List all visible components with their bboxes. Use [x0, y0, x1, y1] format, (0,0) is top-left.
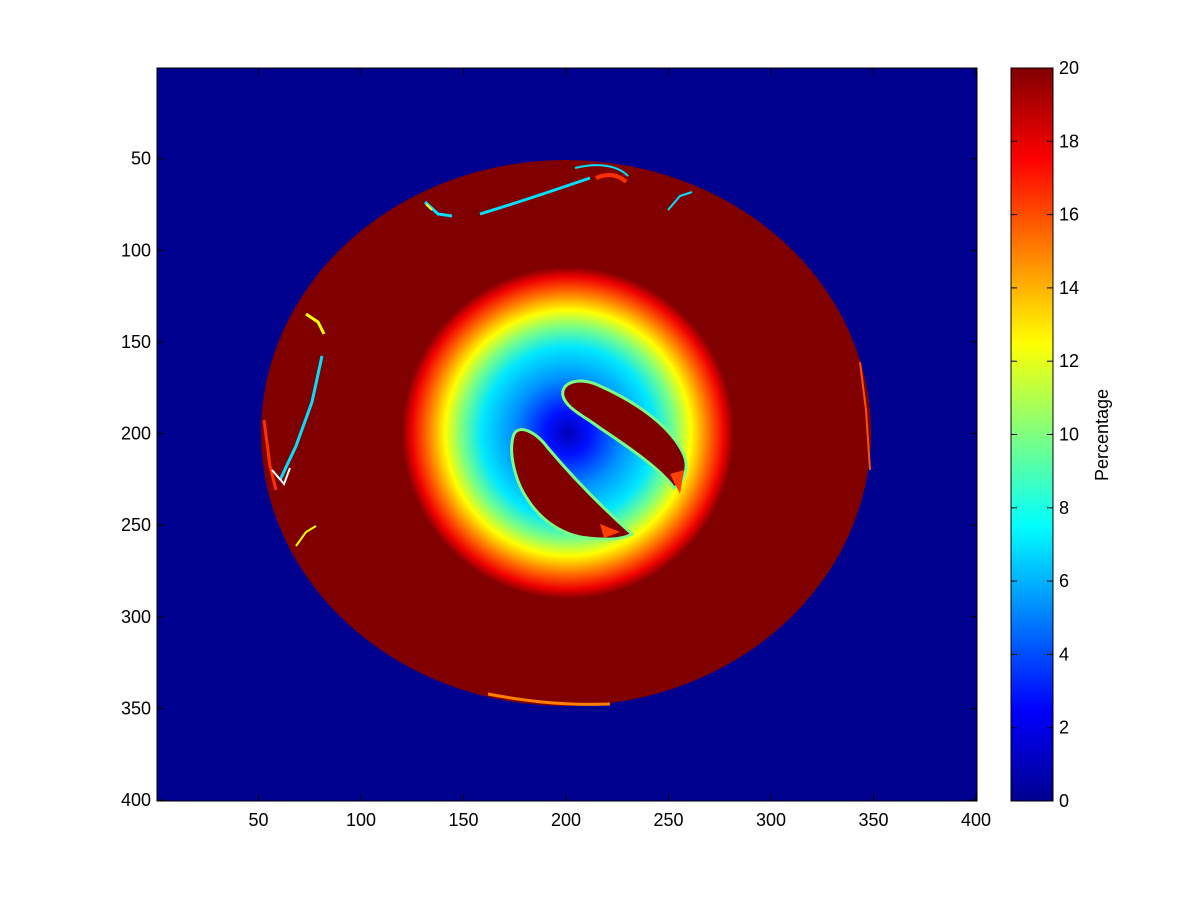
axes-frame	[156, 67, 978, 802]
colorbar-tick-label: 4	[1059, 644, 1069, 664]
edge-streak-left-1	[305, 312, 326, 335]
colorbar-tick-label: 14	[1059, 278, 1079, 298]
edge-streak-bottom	[487, 692, 611, 706]
y-axis: 50 100 150 200 250 300 350 400	[121, 149, 977, 810]
y-tick-label: 400	[121, 790, 151, 810]
x-axis: 50 100 150 200 250 300 350 400	[248, 68, 991, 830]
x-tick-label: 100	[346, 810, 376, 830]
y-tick-label: 350	[121, 698, 151, 718]
colorbar-tick-label: 20	[1059, 58, 1079, 78]
colorbar-tick-label: 2	[1059, 718, 1069, 738]
x-tick-label: 250	[653, 810, 683, 830]
x-tick-label: 400	[961, 810, 991, 830]
edge-streak-top-center-c	[595, 173, 628, 184]
edge-streak-top-center	[479, 176, 591, 216]
inner-lobe-upper	[561, 379, 688, 490]
colorbar	[1010, 67, 1054, 802]
colorbar-tick-label: 8	[1059, 498, 1069, 518]
inner-lobe-highlight-1	[670, 470, 684, 494]
colorbar-tick-label: 18	[1059, 131, 1079, 151]
radial-gradient-ring	[402, 267, 734, 599]
x-tick-label: 350	[858, 810, 888, 830]
edge-streak-left-4	[271, 467, 291, 486]
edge-streak-top-right	[667, 191, 693, 211]
x-tick-label: 300	[756, 810, 786, 830]
edge-streak-left-3	[262, 419, 278, 491]
colorbar-tick-label: 6	[1059, 571, 1069, 591]
y-tick-label: 100	[121, 240, 151, 260]
edge-streak-left-5	[295, 525, 317, 547]
colorbar-axis: 0 2 4 6 8 10 12 14 16 18 20	[1011, 58, 1079, 811]
colorbar-tick-label: 16	[1059, 205, 1079, 225]
y-tick-label: 250	[121, 515, 151, 535]
y-tick-label: 200	[121, 424, 151, 444]
y-tick-label: 300	[121, 607, 151, 627]
inner-lobe-highlight-2	[600, 524, 620, 538]
inner-lobe-lower	[510, 428, 635, 541]
x-tick-label: 50	[248, 810, 268, 830]
x-tick-label: 200	[551, 810, 581, 830]
x-tick-label: 150	[448, 810, 478, 830]
colorbar-tick-label: 10	[1059, 425, 1079, 445]
y-tick-label: 150	[121, 332, 151, 352]
edge-streak-top-left-b	[425, 203, 433, 211]
colorbar-tick-label: 12	[1059, 351, 1079, 371]
colorbar-label: Percentage	[1092, 389, 1112, 481]
heatmap-plot	[157, 68, 977, 801]
edge-streak-left-2	[278, 355, 324, 481]
y-tick-label: 50	[131, 149, 151, 169]
edge-streak-right	[859, 361, 871, 471]
colorbar-tick-label: 0	[1059, 791, 1069, 811]
edge-streak-top-center-b	[574, 164, 629, 177]
